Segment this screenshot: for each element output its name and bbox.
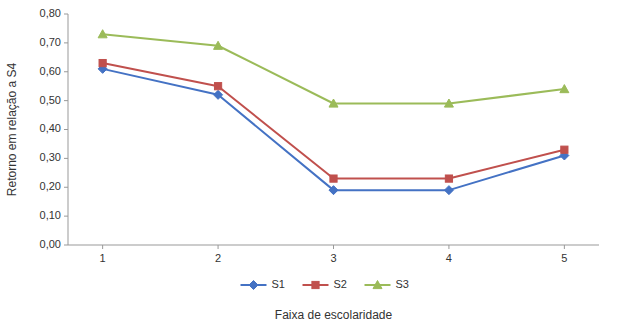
y-tick	[64, 158, 68, 159]
x-axis-label: Faixa de escolaridade	[275, 308, 393, 322]
point	[560, 85, 569, 93]
point	[214, 90, 223, 99]
y-tick-label: 0,50	[40, 94, 61, 106]
y-tick-label: 0,60	[40, 65, 61, 77]
x-tick-label: 4	[446, 252, 452, 264]
point	[444, 99, 453, 107]
y-axis-label: Retorno em relação a S4	[5, 62, 19, 196]
x-tick	[102, 245, 103, 249]
point	[329, 186, 338, 195]
x-tick	[333, 245, 334, 249]
y-tick-label: 0,10	[40, 209, 61, 221]
x-tick	[218, 245, 219, 249]
point	[98, 30, 107, 38]
y-tick	[64, 42, 68, 43]
y-tick-label: 0,80	[40, 7, 61, 19]
x-tick-label: 1	[100, 252, 106, 264]
y-tick-label: 0,30	[40, 151, 61, 163]
y-tick-label: 0,20	[40, 180, 61, 192]
y-tick-label: 0,70	[40, 36, 61, 48]
legend-marker	[249, 281, 258, 290]
point	[329, 99, 338, 107]
chart: 0,00 0,10 0,20 0,30 0,40 0,50 0,60 0,70 0,80 1 2 3 4…	[0, 0, 617, 327]
point	[214, 41, 223, 49]
x-tick	[564, 245, 565, 249]
x-tick	[448, 245, 449, 249]
series-line	[103, 63, 565, 178]
legend-label: S2	[334, 278, 347, 290]
legend-label: S1	[272, 278, 285, 290]
point	[561, 146, 568, 153]
legend-label: S3	[396, 278, 409, 290]
y-tick	[64, 129, 68, 130]
point	[330, 175, 337, 182]
y-tick	[64, 14, 68, 15]
series-line	[103, 69, 565, 190]
x-tick-label: 2	[215, 252, 221, 264]
y-tick	[64, 245, 68, 246]
point	[445, 175, 452, 182]
y-tick	[64, 100, 68, 101]
x-tick-label: 5	[561, 252, 567, 264]
point	[444, 186, 453, 195]
point	[99, 59, 106, 66]
y-tick	[64, 216, 68, 217]
x-tick-label: 3	[330, 252, 336, 264]
y-tick	[64, 187, 68, 188]
legend-marker	[312, 281, 319, 288]
plot-area	[98, 30, 569, 195]
point	[214, 83, 221, 90]
series-line	[103, 34, 565, 103]
legend: S1 S2 S3	[241, 278, 409, 290]
legend-marker	[373, 281, 382, 289]
y-tick	[64, 71, 68, 72]
y-tick-label: 0,40	[40, 122, 61, 134]
y-tick-label: 0,00	[40, 238, 61, 250]
